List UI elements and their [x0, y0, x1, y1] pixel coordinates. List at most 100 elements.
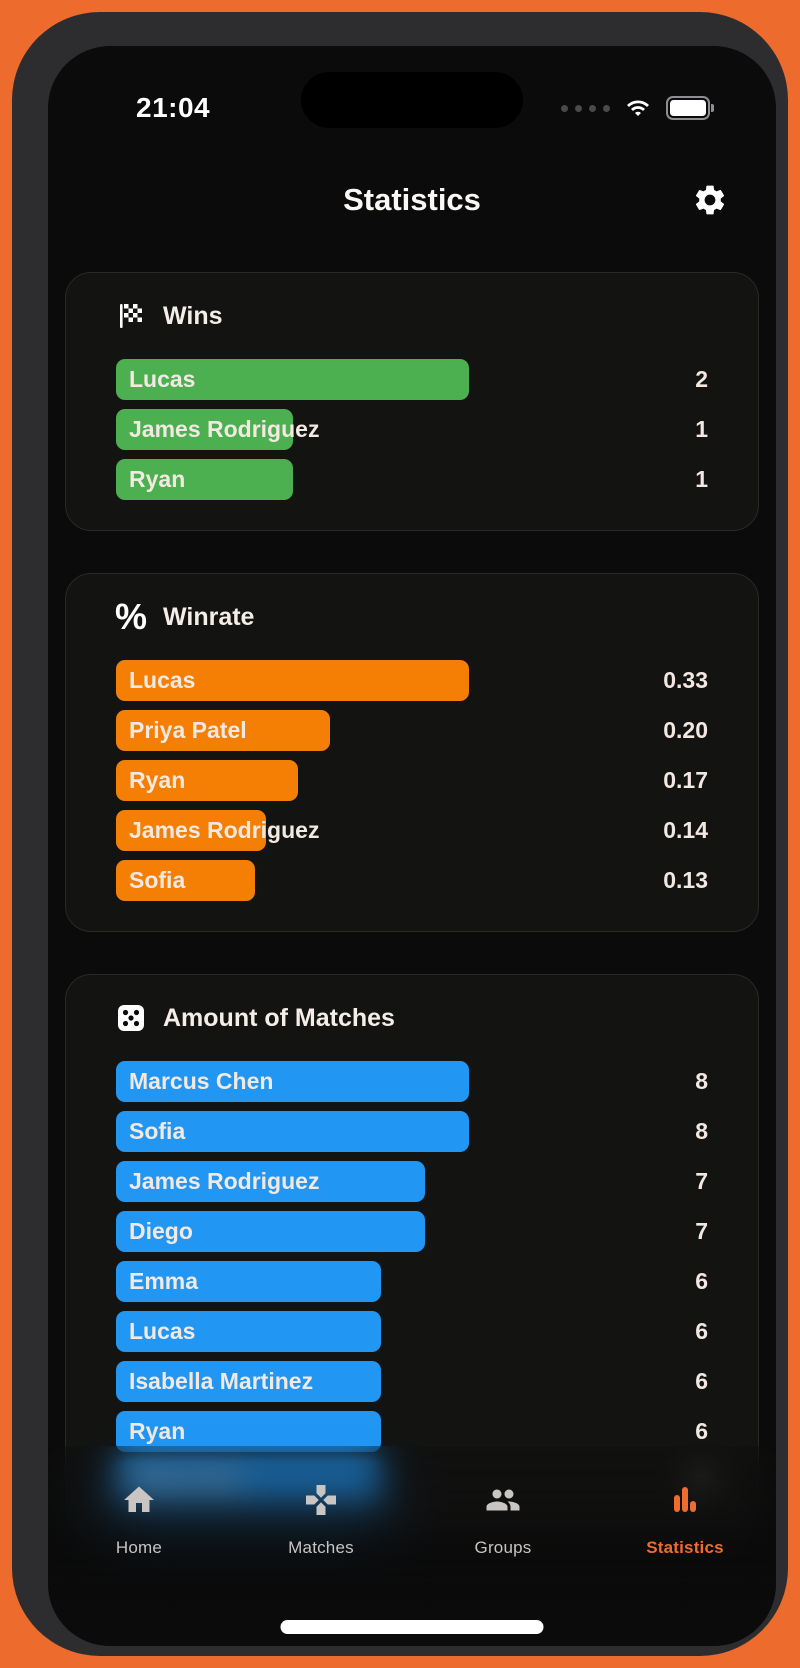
bar-value: 6 [695, 1418, 708, 1444]
card-winrate-header: % Winrate [115, 596, 708, 637]
tab-groups[interactable]: Groups [412, 1480, 594, 1558]
bar-row: Isabella Martinez 6 [116, 1361, 708, 1402]
bar-row: Priya Patel 0.20 [116, 710, 708, 751]
bar-row: James Rodriguez 1 [116, 409, 708, 450]
status-bar: 21:04 [48, 80, 776, 136]
bar-label: Sofia [129, 1118, 186, 1144]
bar: Sofia [116, 860, 255, 901]
bar-label: Isabella Martinez [129, 1368, 314, 1394]
bar-value: 8 [695, 1068, 708, 1094]
bar-row: Ryan 1 [116, 459, 708, 500]
phone-frame: 21:04 Statistics [12, 12, 788, 1656]
bar-label: James Rodriguez [129, 1168, 320, 1194]
bar-label: Ryan [129, 466, 186, 492]
tab-bar: Home Matches Groups [48, 1446, 776, 1646]
bar-value: 7 [695, 1168, 708, 1194]
bar: Ryan [116, 1411, 381, 1452]
bar: James Rodriguez [116, 1161, 425, 1202]
bar-row: Lucas 0.33 [116, 660, 708, 701]
dice-icon [116, 1001, 146, 1035]
bar-label: Ryan [129, 1418, 186, 1444]
page-title: Statistics [343, 182, 481, 217]
tab-matches-label: Matches [288, 1538, 354, 1557]
bar: Ryan [116, 760, 298, 801]
bar-row: Emma 6 [116, 1261, 708, 1302]
card-title: Amount of Matches [163, 1003, 395, 1032]
bar-value: 0.20 [663, 717, 708, 743]
bar-row: Sofia 0.13 [116, 860, 708, 901]
home-icon [121, 1480, 157, 1518]
bar-label: Lucas [129, 366, 196, 392]
bar-label: Emma [129, 1268, 199, 1294]
tab-home-label: Home [115, 1538, 163, 1557]
bar: Sofia [116, 1111, 469, 1152]
bar-value: 0.13 [663, 867, 708, 893]
card-wins-header: Wins [116, 299, 708, 333]
wifi-icon [623, 96, 653, 120]
percent-icon: % [115, 596, 148, 637]
bar-row: Ryan 6 [116, 1411, 708, 1452]
bar-label: Priya Patel [129, 717, 247, 743]
bar-row: Marcus Chen 8 [116, 1061, 708, 1102]
bar: Lucas [116, 359, 469, 400]
bar-value: 8 [695, 1118, 708, 1144]
tab-statistics-label: Statistics [646, 1538, 724, 1557]
bar-label: Ryan [129, 767, 186, 793]
gamepad-icon [303, 1480, 339, 1518]
bar: Priya Patel [116, 710, 330, 751]
bar-value: 6 [695, 1268, 708, 1294]
card-matches: Amount of Matches Marcus Chen 8 Sofia 8 Jame… [65, 974, 759, 1533]
bar: James Rodriguez [116, 409, 319, 450]
bar-value: 7 [695, 1218, 708, 1244]
bar-value: 0.14 [663, 817, 708, 843]
bar: Lucas [116, 1311, 381, 1352]
bar-label: Lucas [129, 667, 196, 693]
bar-value: 0.33 [663, 667, 708, 693]
bar: Isabella Martinez [116, 1361, 381, 1402]
card-wins: Wins Lucas 2 James Rodriguez 1 Ryan 1 [65, 272, 759, 531]
card-title: Winrate [163, 602, 255, 631]
tab-groups-label: Groups [474, 1538, 532, 1557]
bar-label: Sofia [129, 867, 186, 893]
bar-row: Diego 7 [116, 1211, 708, 1252]
status-time: 21:04 [136, 92, 211, 123]
cellular-signal-dots [561, 104, 610, 112]
bar-row: James Rodriguez 7 [116, 1161, 708, 1202]
bar-row: Lucas 6 [116, 1311, 708, 1352]
bar-label: Marcus Chen [129, 1068, 274, 1094]
card-matches-header: Amount of Matches [116, 1001, 708, 1035]
dynamic-island [301, 72, 523, 128]
bar-value: 2 [695, 366, 708, 392]
bar-row: Sofia 8 [116, 1111, 708, 1152]
bar-value: 1 [695, 416, 708, 442]
checkered-flag-icon [116, 299, 146, 333]
home-indicator[interactable] [280, 1620, 544, 1634]
bar: Emma [116, 1261, 381, 1302]
card-winrate: % Winrate Lucas 0.33 Priya Patel 0.20 Ryan 0.… [65, 573, 759, 932]
matches-bar-chart: Marcus Chen 8 Sofia 8 James Rodriguez 7 Diego 7… [116, 1061, 708, 1502]
wins-bar-chart: Lucas 2 James Rodriguez 1 Ryan 1 [116, 359, 708, 500]
tab-home[interactable]: Home [48, 1480, 230, 1558]
bar: Diego [116, 1211, 425, 1252]
bar: James Rodriguez [116, 810, 319, 851]
gear-icon[interactable] [692, 182, 728, 218]
bar-row: James Rodriguez 0.14 [116, 810, 708, 851]
battery-full-icon [666, 96, 714, 120]
bar-value: 6 [695, 1318, 708, 1344]
bar-value: 6 [695, 1368, 708, 1394]
tab-matches[interactable]: Matches [230, 1480, 412, 1558]
bar-label: Diego [129, 1218, 193, 1244]
bar: Lucas [116, 660, 469, 701]
tab-statistics[interactable]: Statistics [594, 1480, 776, 1558]
bar-chart-icon [667, 1480, 703, 1518]
status-icons [561, 96, 714, 120]
bar-label: Lucas [129, 1318, 196, 1344]
bar-label: James Rodriguez [129, 416, 320, 442]
groups-icon [483, 1480, 523, 1518]
bar: Ryan [116, 459, 293, 500]
bar-value: 0.17 [663, 767, 708, 793]
card-title: Wins [163, 301, 223, 330]
winrate-bar-chart: Lucas 0.33 Priya Patel 0.20 Ryan 0.17 James Ro… [116, 660, 708, 901]
bar: Marcus Chen [116, 1061, 469, 1102]
bar-label: James Rodriguez [129, 817, 320, 843]
